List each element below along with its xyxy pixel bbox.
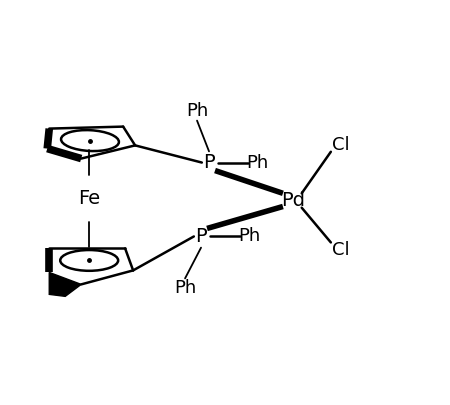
Text: Pd: Pd: [281, 191, 305, 210]
Polygon shape: [49, 273, 81, 296]
Text: P: P: [195, 227, 207, 246]
Text: Cl: Cl: [332, 136, 350, 153]
Text: Fe: Fe: [78, 189, 100, 208]
Text: P: P: [203, 153, 215, 172]
Text: Ph: Ph: [238, 228, 260, 245]
Text: Cl: Cl: [332, 241, 350, 259]
Text: Ph: Ph: [186, 102, 208, 119]
Text: Ph: Ph: [174, 279, 196, 297]
Text: Ph: Ph: [246, 153, 268, 172]
